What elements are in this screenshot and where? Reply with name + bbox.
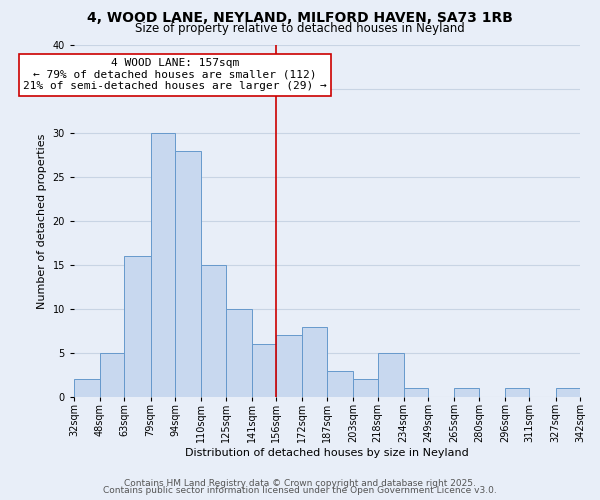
Bar bbox=[100, 353, 124, 397]
Bar bbox=[404, 388, 428, 397]
Bar bbox=[505, 388, 529, 397]
Bar bbox=[226, 309, 252, 397]
Text: Contains public sector information licensed under the Open Government Licence v3: Contains public sector information licen… bbox=[103, 486, 497, 495]
Text: Size of property relative to detached houses in Neyland: Size of property relative to detached ho… bbox=[135, 22, 465, 35]
Text: 4 WOOD LANE: 157sqm
← 79% of detached houses are smaller (112)
21% of semi-detac: 4 WOOD LANE: 157sqm ← 79% of detached ho… bbox=[23, 58, 327, 92]
X-axis label: Distribution of detached houses by size in Neyland: Distribution of detached houses by size … bbox=[185, 448, 469, 458]
Bar bbox=[201, 265, 226, 397]
Bar bbox=[353, 380, 377, 397]
Bar bbox=[252, 344, 277, 397]
Text: 4, WOOD LANE, NEYLAND, MILFORD HAVEN, SA73 1RB: 4, WOOD LANE, NEYLAND, MILFORD HAVEN, SA… bbox=[87, 11, 513, 25]
Bar bbox=[377, 353, 404, 397]
Y-axis label: Number of detached properties: Number of detached properties bbox=[37, 134, 47, 308]
Bar bbox=[302, 326, 327, 397]
Bar bbox=[74, 380, 100, 397]
Bar bbox=[454, 388, 479, 397]
Bar bbox=[277, 336, 302, 397]
Bar bbox=[175, 150, 201, 397]
Bar bbox=[556, 388, 580, 397]
Bar bbox=[327, 370, 353, 397]
Bar bbox=[151, 133, 175, 397]
Bar bbox=[124, 256, 151, 397]
Text: Contains HM Land Registry data © Crown copyright and database right 2025.: Contains HM Land Registry data © Crown c… bbox=[124, 478, 476, 488]
